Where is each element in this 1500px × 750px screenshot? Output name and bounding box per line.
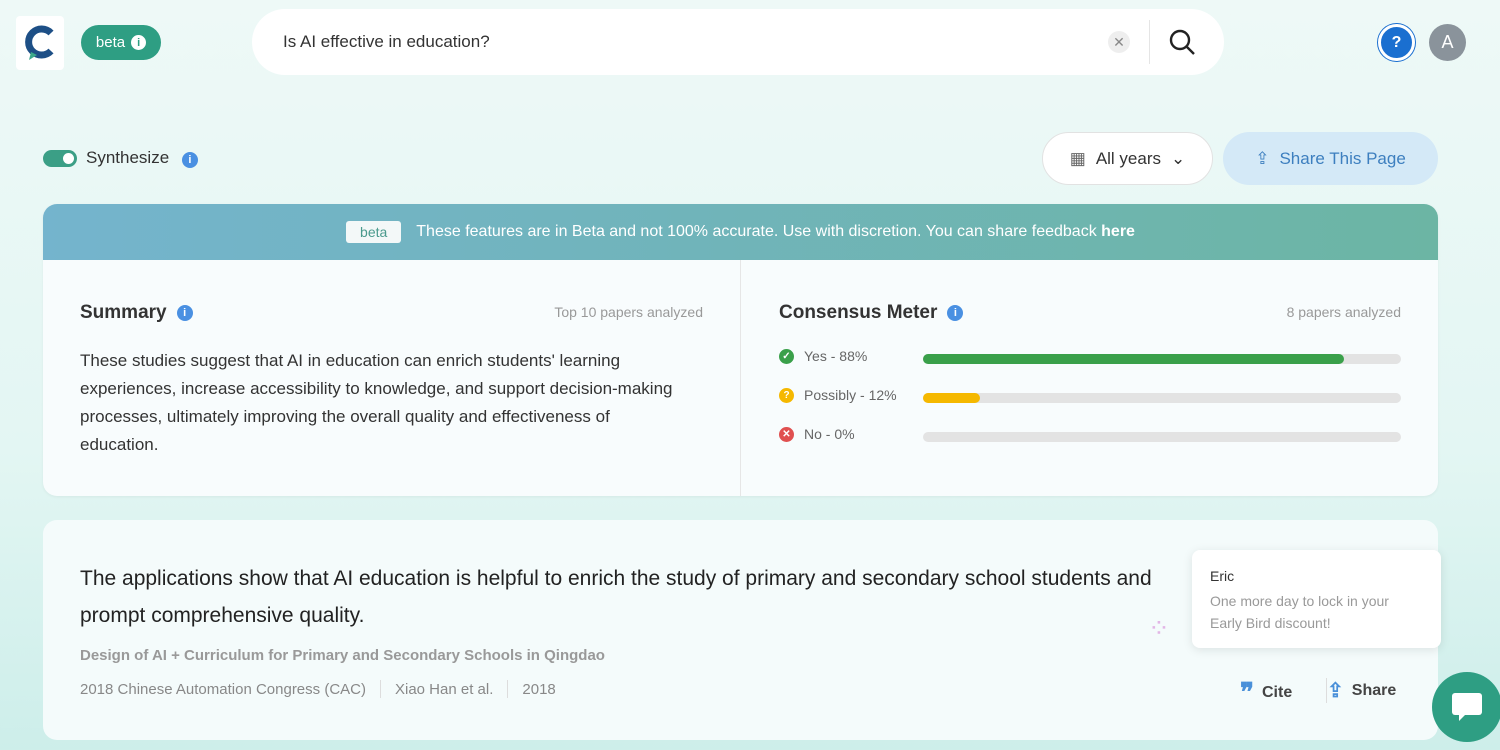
search-input[interactable]: Is AI effective in education?	[252, 9, 1224, 75]
search-divider	[1149, 20, 1150, 64]
consensus-label: No - 0%	[804, 426, 855, 442]
share-label: Share	[1351, 681, 1397, 699]
share-page-button[interactable]: ⇪ Share This Page	[1223, 132, 1438, 185]
banner-message: These features are in Beta and not 100% …	[416, 223, 1102, 240]
beta-label: beta	[95, 34, 126, 51]
consensus-title-text: Consensus Meter	[779, 302, 938, 323]
card-divider	[740, 260, 741, 496]
consensus-row: ✓ Yes - 88%	[779, 348, 867, 364]
consensus-logo[interactable]	[16, 16, 64, 70]
consensus-meta: 8 papers analyzed	[1286, 304, 1401, 320]
paper-title[interactable]: Design of AI + Curriculum for Primary an…	[80, 647, 605, 664]
years-dropdown[interactable]: ▦ All years ⌄	[1042, 132, 1213, 185]
popup-sender: Eric	[1210, 568, 1235, 584]
chat-icon	[1452, 693, 1482, 721]
search-icon[interactable]	[1168, 28, 1196, 61]
consensus-bar-fill	[923, 354, 1344, 364]
search-value: Is AI effective in education?	[283, 32, 490, 51]
cite-button[interactable]: ❞ Cite	[1240, 678, 1292, 708]
consensus-row: ? Possibly - 12%	[779, 387, 897, 403]
popup-message: One more day to lock in your Early Bird …	[1210, 593, 1389, 631]
quote-icon: ❞	[1240, 678, 1254, 708]
consensus-1-icon: ?	[779, 387, 794, 403]
cite-label: Cite	[1262, 684, 1293, 701]
synthesis-card: beta These features are in Beta and not …	[43, 204, 1438, 496]
beta-badge[interactable]: beta i	[81, 25, 161, 60]
years-label: All years	[1095, 148, 1161, 168]
summary-text: These studies suggest that AI in educati…	[80, 351, 673, 454]
avatar[interactable]: A	[1429, 24, 1466, 61]
chat-button[interactable]	[1432, 672, 1500, 742]
consensus-label: Possibly - 12%	[804, 387, 897, 403]
beta-banner: beta These features are in Beta and not …	[43, 204, 1438, 260]
result-claim[interactable]: The applications show that AI education …	[80, 567, 1152, 627]
consensus-bar-fill	[923, 393, 981, 403]
paper-authors: Xiao Han et al.	[394, 680, 494, 698]
info-icon: i	[131, 35, 147, 50]
upload-icon: ⇪	[1255, 148, 1270, 168]
banner-text: These features are in Beta and not 100% …	[416, 223, 1135, 241]
info-icon[interactable]: i	[947, 305, 964, 321]
info-icon[interactable]: i	[176, 305, 193, 321]
help-icon[interactable]: ?	[1378, 24, 1415, 61]
share-button[interactable]: ⇪ Share	[1326, 678, 1396, 703]
clear-search-icon[interactable]: ✕	[1108, 31, 1130, 53]
feedback-link[interactable]: here	[1101, 223, 1135, 240]
consensus-0-icon: ✓	[779, 348, 794, 364]
synthesize-text: Synthesize	[86, 148, 170, 167]
banner-beta-badge: beta	[346, 221, 402, 243]
synthesize-toggle[interactable]	[43, 150, 77, 167]
share-page-label: Share This Page	[1279, 148, 1406, 168]
loading-icon: ⁘	[1148, 613, 1170, 643]
consensus-bar-track	[923, 393, 1401, 403]
consensus-bar-track	[923, 432, 1401, 442]
paper-meta: 2018 Chinese Automation Congress (CAC) Xi…	[80, 680, 556, 698]
consensus-row: ✕ No - 0%	[779, 426, 855, 442]
summary-title-text: Summary	[80, 302, 167, 323]
consensus-label: Yes - 88%	[804, 348, 868, 364]
chat-popup[interactable]: Eric One more day to lock in your Early …	[1192, 550, 1441, 648]
synthesize-label: Synthesize i	[86, 148, 198, 168]
summary-meta: Top 10 papers analyzed	[554, 304, 703, 320]
paper-venue: 2018 Chinese Automation Congress (CAC)	[80, 680, 366, 698]
consensus-2-icon: ✕	[779, 426, 794, 442]
paper-year: 2018	[522, 680, 556, 698]
consensus-title: Consensus Meter i	[779, 302, 964, 324]
info-icon[interactable]: i	[181, 152, 198, 168]
summary-title: Summary i	[80, 302, 193, 324]
chevron-down-icon: ⌄	[1171, 148, 1186, 168]
upload-icon: ⇪	[1327, 680, 1344, 702]
consensus-bar-track	[923, 354, 1401, 364]
calendar-icon: ▦	[1069, 148, 1086, 168]
